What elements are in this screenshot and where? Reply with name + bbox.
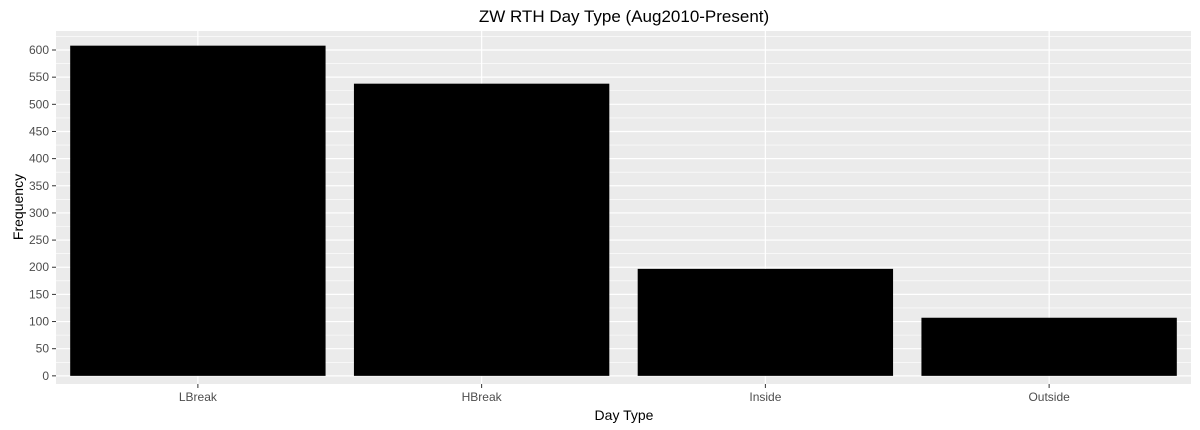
- x-axis: LBreak HBreak Inside Outside: [179, 384, 1070, 404]
- x-tick-label: LBreak: [179, 390, 218, 404]
- y-tick-label: 0: [42, 369, 49, 383]
- chart-title: ZW RTH Day Type (Aug2010-Present): [479, 7, 769, 26]
- bar-hbreak: [353, 83, 610, 376]
- y-tick-label: 50: [36, 342, 50, 356]
- y-tick-label: 350: [29, 179, 49, 193]
- y-tick-label: 550: [29, 70, 49, 84]
- y-tick-label: 400: [29, 152, 49, 166]
- y-tick-label: 250: [29, 233, 49, 247]
- y-tick-label: 200: [29, 260, 49, 274]
- y-tick-label: 100: [29, 315, 49, 329]
- x-tick-label: HBreak: [462, 390, 503, 404]
- y-tick-label: 150: [29, 287, 49, 301]
- x-tick-label: Outside: [1028, 390, 1070, 404]
- y-axis: 0 50 100 150 200 250 300 350 400 450 500 550 600: [29, 43, 56, 383]
- bar-inside: [637, 268, 894, 376]
- bar-lbreak: [70, 45, 326, 376]
- bars: [70, 45, 1177, 376]
- y-tick-label: 300: [29, 206, 49, 220]
- y-axis-title: Frequency: [10, 174, 26, 240]
- y-tick-label: 450: [29, 124, 49, 138]
- x-tick-label: Inside: [749, 390, 781, 404]
- x-axis-title: Day Type: [595, 407, 654, 423]
- bar-outside: [921, 317, 1177, 376]
- y-tick-label: 600: [29, 43, 49, 57]
- y-tick-label: 500: [29, 97, 49, 111]
